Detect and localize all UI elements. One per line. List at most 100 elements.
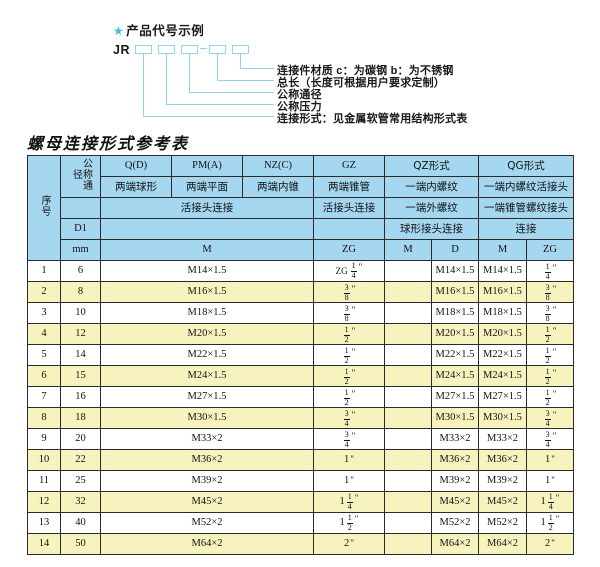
cell-thread-m-left: M24×1.5 [100, 365, 314, 387]
leader-line-2-h [217, 80, 274, 82]
header-desc2-left: 活接头连接 [100, 197, 314, 219]
fraction-denominator: 4 [545, 418, 550, 428]
header-group-gz: GZ [313, 155, 385, 177]
inch-mark: " [351, 284, 356, 295]
fraction-denominator: 2 [344, 355, 349, 365]
cell-qg-zg: 1 2 " [526, 323, 574, 345]
inch-mark: " [351, 305, 356, 316]
whole-number: 2 [344, 537, 350, 549]
fraction-numerator: 1 [544, 367, 551, 378]
cell-qg-zg: 1 4 " [526, 260, 574, 282]
fraction-denominator: 8 [344, 292, 349, 302]
table-row: 9 20 M33×2 3 4 " M33×2 M33×2 3 4 " [27, 428, 574, 450]
cell-seq: 12 [27, 491, 61, 513]
fraction-denominator: 2 [545, 397, 550, 407]
leader-line-1-v [240, 54, 242, 69]
fraction-denominator: 2 [344, 376, 349, 386]
measurement-value: 1 2 " [544, 389, 557, 407]
header-unit-zg-qg: ZG [526, 239, 574, 261]
whole-number: 1 [540, 495, 546, 507]
table-row: 14 50 M64×2 2 " M64×2 M64×2 2 " [27, 533, 574, 555]
fraction-denominator: 8 [545, 292, 550, 302]
measurement-value: 3 8 " [544, 284, 556, 302]
cell-thread-m-left: M20×1.5 [100, 323, 314, 345]
header-row-desc2: 活接头连接 活接头连接 一端外螺纹 一端锥管螺纹接头 [28, 197, 574, 219]
fraction-denominator: 2 [545, 334, 550, 344]
measurement-value: 3 4 " [343, 410, 355, 428]
cell-qz-m [384, 533, 432, 555]
cell-thread-m-left: M30×1.5 [100, 407, 314, 429]
whole-number: 1 [339, 516, 345, 528]
cell-thread-m-left: M16×1.5 [100, 281, 314, 303]
cell-seq: 8 [27, 407, 61, 429]
cell-nominal-diameter: 25 [60, 470, 101, 492]
inch-mark: " [552, 431, 557, 442]
whole-number: 1 [339, 495, 345, 507]
inch-mark: " [552, 410, 557, 421]
cell-seq: 9 [27, 428, 61, 450]
measurement-value: 3 8 " [343, 304, 356, 322]
cell-gz-zg: 1 1 4 " [313, 491, 385, 513]
leader-line-5-v [143, 54, 145, 117]
measurement-value: 3 8 " [343, 284, 356, 302]
fraction-numerator: 1 [346, 492, 353, 503]
measurement-value: 3 4 " [544, 431, 557, 448]
measurement-value: 1 " [344, 475, 354, 487]
fraction-denominator: 4 [344, 418, 349, 428]
table-row: 6 15 M24×1.5 1 2 " M24×1.5 M24×1.5 1 2 " [27, 365, 574, 387]
cell-qz-m [384, 386, 432, 408]
table-row: 4 12 M20×1.5 1 2 " M20×1.5 M20×1.5 1 2 " [27, 323, 574, 345]
measurement-value: 1 1 2 " [340, 514, 359, 531]
cell-gz-zg: 3 4 " [313, 428, 385, 450]
cell-qg-zg: 1 " [526, 470, 574, 492]
table-head-group: 序号 公称通径 Q(D) PM(A) NZ(C) GZ QZ形式 QG形式 两端… [27, 155, 574, 261]
fraction-denominator: 2 [545, 376, 550, 386]
inch-mark: " [351, 431, 356, 442]
cell-qg-zg: 1 1 4 " [526, 491, 574, 513]
fraction-denominator: 4 [344, 439, 349, 449]
cell-gz-zg: 1 2 " [313, 323, 385, 345]
measurement-value: 1 2 " [343, 389, 355, 406]
cell-thread-m-left: M27×1.5 [100, 386, 314, 408]
fraction-denominator: 4 [347, 501, 352, 511]
header-group-qg: QG形式 [478, 155, 574, 177]
inch-mark: " [552, 368, 557, 379]
measurement-value: 1 " [545, 454, 555, 466]
header-unit-m-qz: M [384, 239, 432, 261]
fraction-numerator: 3 [343, 304, 350, 315]
header-desc-nzc: 两端内锥 [242, 176, 314, 198]
inch-mark: " [552, 389, 557, 400]
inch-mark: " [358, 262, 363, 273]
measurement-value: 1 2 " [544, 367, 557, 386]
cell-qg-m: M33×2 [478, 428, 527, 450]
cell-seq: 11 [27, 470, 61, 492]
code-box-2 [158, 45, 175, 54]
product-code-example: ★ 产品代号示例 JR 连接件材质 c：为碳钢 b：为不锈钢 总长（长度可根据用户… [0, 0, 600, 128]
cell-seq: 2 [27, 281, 61, 303]
cell-seq: 4 [27, 323, 61, 345]
cell-qz-d: M24×1.5 [431, 365, 479, 387]
cell-qg-m: M36×2 [478, 449, 527, 471]
table-row: 12 32 M45×2 1 1 4 " M45×2 M45×2 1 1 4 " [27, 491, 574, 513]
fraction-numerator: 1 [544, 325, 551, 336]
inch-mark: " [551, 474, 555, 485]
cell-qz-d: M16×1.5 [431, 281, 479, 303]
cell-gz-zg: 1 2 " [313, 344, 385, 366]
cell-nominal-diameter: 40 [60, 512, 101, 534]
table-row: 13 40 M52×2 1 1 2 " M52×2 M52×2 1 1 2 " [27, 512, 574, 534]
cell-qz-d: M18×1.5 [431, 302, 479, 324]
header-group-qd: Q(D) [100, 155, 172, 177]
header-group-nzc: NZ(C) [242, 155, 314, 177]
cell-gz-zg: 2 " [313, 533, 385, 555]
product-code-title-text: 产品代号示例 [126, 24, 205, 38]
cell-nominal-diameter: 22 [60, 449, 101, 471]
